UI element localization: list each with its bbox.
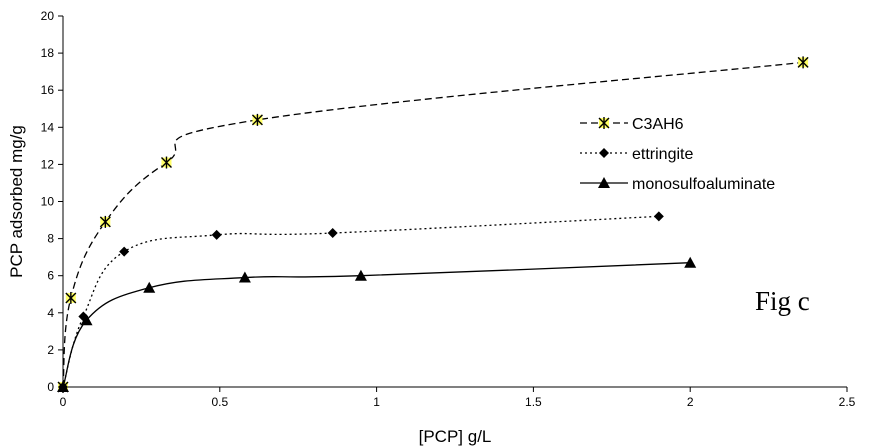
legend-label: C3AH6 bbox=[632, 116, 684, 133]
y-tick-label: 8 bbox=[47, 232, 54, 246]
y-axis-title: PCP adsorbed mg/g bbox=[7, 125, 26, 278]
y-tick-label: 14 bbox=[41, 120, 55, 134]
legend-item-monosulfoaluminate: monosulfoaluminate bbox=[580, 176, 775, 193]
legend-ettringite-marker bbox=[599, 148, 609, 158]
series-ettringite bbox=[58, 211, 664, 392]
x-tick-label: 2.5 bbox=[839, 395, 856, 409]
y-tick-label: 6 bbox=[47, 269, 54, 283]
series-line-c3ah6 bbox=[62, 61, 804, 388]
ettringite-marker bbox=[119, 246, 130, 257]
y-tick-label: 10 bbox=[41, 195, 55, 209]
c3ah6-marker bbox=[99, 215, 111, 228]
legend-item-c3ah6: C3AH6 bbox=[580, 116, 684, 133]
series-layer bbox=[57, 56, 809, 393]
axes: 0 2 4 6 8 10 12 14 16 18 20 0 0.5 1 1.5 2 2.5 bbox=[41, 9, 856, 409]
x-tick-label: 0 bbox=[60, 395, 67, 409]
y-tick-label: 20 bbox=[41, 9, 55, 23]
monosulfoaluminate-marker bbox=[57, 381, 69, 392]
legend-item-ettringite: ettringite bbox=[580, 146, 693, 163]
c3ah6-marker bbox=[160, 156, 172, 169]
x-tick-label: 1.5 bbox=[525, 395, 542, 409]
series-line-monosulfoaluminate bbox=[62, 262, 691, 388]
ettringite-marker bbox=[653, 211, 664, 222]
c3ah6-marker bbox=[65, 291, 77, 304]
monosulfoaluminate-marker bbox=[354, 269, 367, 281]
y-tick-label: 12 bbox=[41, 157, 55, 171]
y-tick-label: 16 bbox=[41, 83, 55, 97]
x-tick-label: 2 bbox=[687, 395, 694, 409]
legend-label: monosulfoaluminate bbox=[632, 176, 775, 193]
monosulfoaluminate-marker bbox=[238, 271, 251, 283]
series-c3ah6 bbox=[57, 56, 809, 393]
monosulfoaluminate-marker bbox=[684, 256, 697, 268]
y-tick-label: 2 bbox=[47, 343, 54, 357]
fig-annotation: Fig c bbox=[755, 286, 810, 316]
monosulfoaluminate-marker bbox=[80, 314, 93, 326]
x-tick-label: 0.5 bbox=[211, 395, 228, 409]
c3ah6-marker bbox=[797, 56, 809, 69]
legend-c3ah6-marker bbox=[598, 117, 610, 129]
monosulfoaluminate-marker bbox=[143, 281, 156, 293]
ettringite-marker bbox=[211, 229, 222, 240]
y-tick-label: 0 bbox=[47, 380, 54, 394]
legend: C3AH6 ettringite monosulfoaluminate bbox=[580, 116, 775, 193]
y-tick-label: 4 bbox=[47, 306, 54, 320]
x-axis-title: [PCP] g/L bbox=[419, 427, 492, 446]
series-monosulfoaluminate bbox=[57, 256, 697, 392]
c3ah6-marker bbox=[251, 113, 263, 126]
y-tick-label: 18 bbox=[41, 46, 55, 60]
legend-monosulfoaluminate-marker bbox=[598, 177, 610, 188]
legend-label: ettringite bbox=[632, 146, 693, 163]
x-tick-label: 1 bbox=[373, 395, 380, 409]
series-line-ettringite bbox=[62, 215, 659, 388]
ettringite-marker bbox=[327, 228, 338, 239]
